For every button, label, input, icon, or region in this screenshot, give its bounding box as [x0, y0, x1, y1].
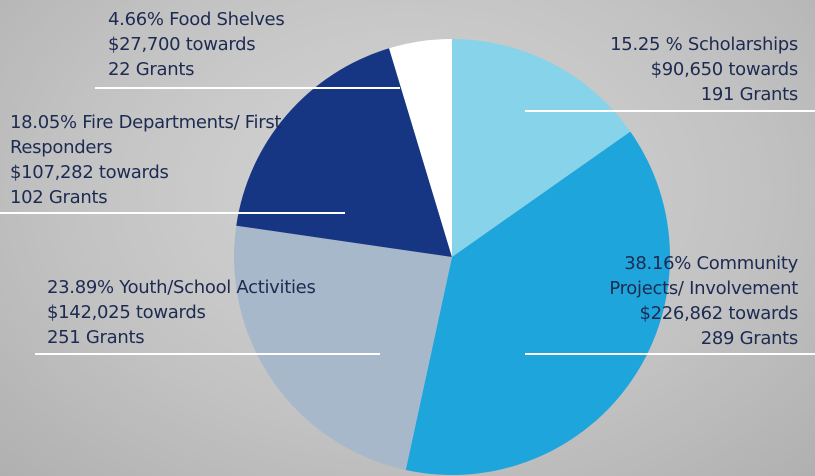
detail-line: $90,650 towards: [498, 57, 798, 82]
detail-line: 289 Grants: [563, 326, 798, 351]
category-label: Food Shelves: [169, 9, 284, 30]
detail-line: 191 Grants: [498, 82, 798, 107]
label-heading: 15.25 % Scholarships: [498, 32, 798, 57]
detail-line: 22 Grants: [108, 57, 408, 82]
detail-line: $107,282 towards: [10, 160, 290, 185]
leader-line: [525, 110, 815, 112]
slice-label: 38.16% Community Projects/ Involvement$2…: [563, 251, 798, 351]
slice-label: 18.05% Fire Departments/ First Responder…: [10, 110, 290, 210]
label-heading: 23.89% Youth/School Activities: [47, 275, 387, 300]
leader-line: [0, 212, 345, 214]
detail-line: 102 Grants: [10, 185, 290, 210]
detail-line: $142,025 towards: [47, 300, 387, 325]
label-heading: 4.66% Food Shelves: [108, 7, 408, 32]
category-label: Scholarships: [688, 34, 798, 55]
detail-line: 251 Grants: [47, 325, 387, 350]
percent-label: 23.89%: [47, 277, 114, 298]
percent-label: 15.25 %: [610, 34, 682, 55]
leader-line: [95, 87, 400, 89]
slice-label: 23.89% Youth/School Activities$142,025 t…: [47, 275, 387, 350]
label-heading: 18.05% Fire Departments/ First Responder…: [10, 110, 290, 160]
percent-label: 18.05%: [10, 112, 77, 133]
leader-line: [35, 353, 380, 355]
leader-line: [525, 353, 815, 355]
category-label: Youth/School Activities: [119, 277, 315, 298]
percent-label: 38.16%: [624, 253, 691, 274]
label-heading: 38.16% Community Projects/ Involvement: [563, 251, 798, 301]
infographic: 15.25 % Scholarships$90,650 towards191 G…: [0, 0, 815, 476]
percent-label: 4.66%: [108, 9, 164, 30]
detail-line: $226,862 towards: [563, 301, 798, 326]
detail-line: $27,700 towards: [108, 32, 408, 57]
